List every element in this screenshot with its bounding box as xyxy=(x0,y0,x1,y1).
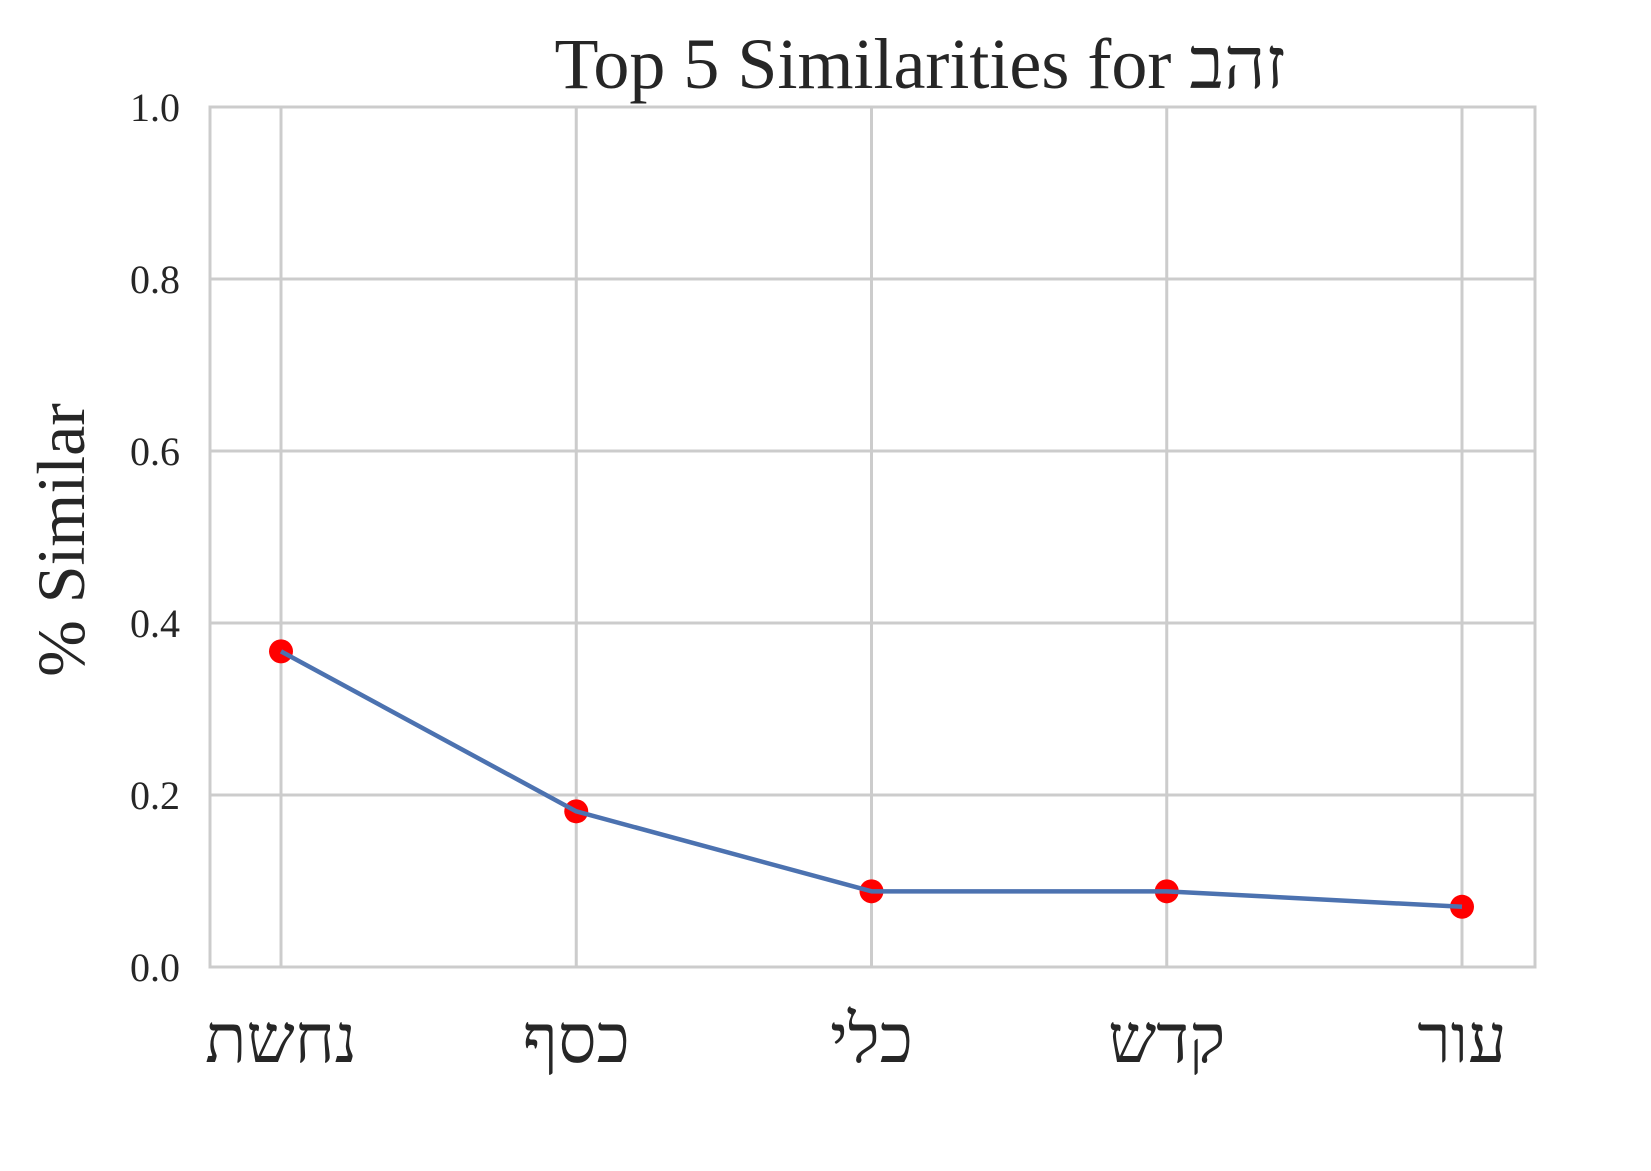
y-tick-label: 0.6 xyxy=(130,429,180,474)
grid xyxy=(210,105,1535,969)
plot-border xyxy=(208,105,1537,969)
x-tick-label: קדש xyxy=(1108,1001,1225,1077)
x-tick-label: נחשת xyxy=(205,1001,357,1077)
x-tick-label: עור xyxy=(1417,1001,1506,1077)
y-tick-label: 0.8 xyxy=(130,257,180,302)
y-tick-label: 0.4 xyxy=(130,601,180,646)
x-tick-label: כלי xyxy=(830,1001,913,1077)
y-tick-label: 1.0 xyxy=(130,85,180,130)
series-line xyxy=(279,649,1463,910)
y-axis-ticks: 0.0 0.2 0.4 0.6 0.8 1.0 xyxy=(130,85,180,990)
y-tick-label: 0.2 xyxy=(130,773,180,818)
series xyxy=(269,639,1474,919)
plot-frame xyxy=(208,105,1537,969)
y-tick-label: 0.0 xyxy=(130,945,180,990)
chart-title: Top 5 Similarities for זהב xyxy=(554,24,1285,104)
x-tick-label: כסף xyxy=(523,1001,630,1077)
x-axis-ticks: נחשת כסף כלי קדש עור xyxy=(205,1001,1507,1077)
y-axis-label: % Similar xyxy=(23,403,99,677)
